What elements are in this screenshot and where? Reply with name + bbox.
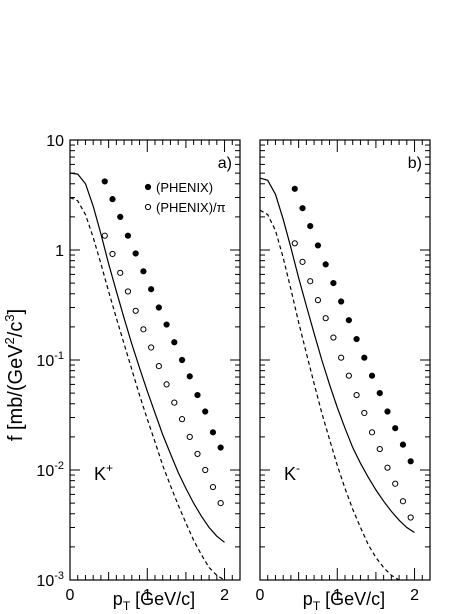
x-tick-label: 0 [256,587,265,604]
x-tick-label: 1 [143,587,152,604]
plot-frame [259,139,431,581]
data-point-filled [163,321,170,328]
data-point-filled [353,335,360,343]
data-point-open [163,381,170,388]
data-point-filled [384,408,391,415]
data-point-open [392,480,399,487]
data-point-open [338,354,345,361]
x-tick-label: 2 [410,587,419,604]
data-point-filled [322,261,329,268]
data-point-filled [124,232,132,239]
data-point-filled [407,458,414,465]
data-point-filled [117,213,124,220]
data-point-filled [101,178,108,185]
y-axis-title: f [mb/(GeV2/c3] [2,309,27,441]
y-tick-label: 10 [46,133,64,150]
data-point-filled [109,196,116,203]
data-point-filled [392,425,399,432]
legend-label: (PHENIX)/π [156,200,226,215]
data-point-open [140,326,147,333]
data-point-filled [171,339,178,346]
data-point-filled [307,222,314,230]
data-point-open [353,391,360,399]
data-point-open [368,429,376,436]
data-point-open [124,288,132,295]
panel-label: b) [408,155,422,172]
data-point-filled [178,356,186,364]
data-point-filled [202,408,209,415]
data-point-open [361,409,368,417]
data-point-open [109,250,116,258]
x-tick-label: 2 [220,587,229,604]
data-point-filled [194,391,201,399]
data-point-open [307,278,314,285]
data-point-open [148,344,155,351]
data-point-filled [330,280,337,287]
data-point-open [117,269,124,276]
x-axis-title-right: pT [GeV/c] [303,589,385,613]
data-point-open [194,450,201,458]
data-point-filled [209,429,217,436]
data-point-open [132,307,139,314]
data-point-filled [361,354,368,361]
panel-label: a) [218,155,232,172]
data-point-open [407,514,414,521]
data-point-filled [291,185,298,192]
x-tick-label: 1 [333,587,342,604]
y-tick-label: 10-1 [36,350,64,370]
data-point-filled [217,444,224,451]
x-tick-label: 0 [66,587,75,604]
solid-curve [69,172,225,543]
data-point-open [322,315,329,322]
data-point-open [101,232,108,239]
data-point-filled [338,298,345,305]
data-point-filled [155,304,162,311]
data-point-filled [314,242,322,249]
dashed-curve [69,196,225,581]
data-point-open [314,297,322,304]
chart-panel-1: 10-3 10-2 10-1 1 10 0 1 2 a) K+ (PHENIX) (PHENIX)/π [36,133,241,604]
data-point-open [291,240,298,247]
data-point-open [330,334,337,341]
particle-label: K- [284,461,300,484]
data-point-filled [299,205,306,212]
chart-panel-2: 0 1 2 b) K- [256,139,431,604]
data-point-open [299,258,306,265]
legend-marker [144,183,152,191]
data-point-open [345,372,352,379]
data-point-open [217,500,224,507]
y-tick-label: 1 [55,243,64,260]
data-point-filled [132,250,139,257]
legend-label: (PHENIX) [156,180,213,195]
data-point-open [384,464,391,471]
data-point-filled [148,286,155,293]
solid-curve [259,177,415,534]
data-point-filled [376,390,383,397]
data-point-filled [345,317,352,324]
data-point-open [155,363,162,370]
data-point-filled [186,373,193,380]
data-point-filled [399,441,407,448]
data-point-filled [368,372,376,379]
x-axis-title-left: pT [GeV/c] [113,589,195,613]
legend-marker [144,203,152,211]
particle-label: K+ [94,461,113,484]
data-point-open [186,433,193,440]
y-tick-label: 10-3 [36,570,64,590]
data-point-open [178,416,186,423]
y-tick-label: 10-2 [36,460,64,480]
data-point-open [376,445,383,453]
data-point-open [171,399,178,406]
data-point-open [209,483,217,491]
data-point-open [202,466,209,474]
data-point-filled [140,268,147,275]
data-point-open [399,498,407,505]
